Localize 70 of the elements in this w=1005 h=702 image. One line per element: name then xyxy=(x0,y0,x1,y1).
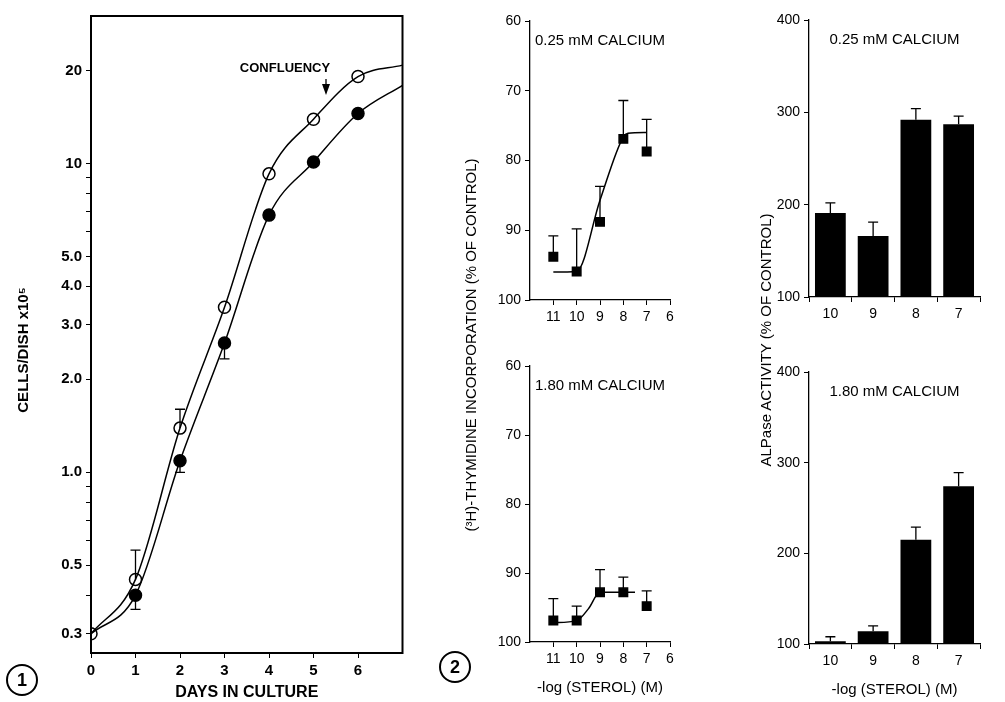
y-tick-label: 80 xyxy=(505,151,522,168)
y-tick-label: 300 xyxy=(776,103,801,120)
point xyxy=(641,146,652,157)
y-tick-label: 3.0 xyxy=(61,315,82,333)
x-tick-label: 9 xyxy=(869,652,878,669)
y-tick-label: 4.0 xyxy=(61,276,82,294)
text: 1.80 mM CALCIUM xyxy=(534,375,666,393)
x-tick-label: 10 xyxy=(822,305,839,322)
x-tick-label: 8 xyxy=(619,650,628,667)
y-tick-label: 300 xyxy=(776,453,801,470)
point xyxy=(641,601,652,612)
x-axis-title: DAYS IN CULTURE xyxy=(175,682,319,700)
y-axis-title: (³H)-THYMIDINE INCORPORATION (% OF CONTROL) xyxy=(461,158,479,532)
x-tick-label: 8 xyxy=(911,305,920,322)
y-tick-label: 20 xyxy=(65,60,82,78)
x-tick-label: 7 xyxy=(642,308,651,325)
point xyxy=(548,251,559,262)
y-tick-label: 80 xyxy=(505,494,522,511)
x-tick-label: 11 xyxy=(546,650,561,667)
y-tick-label: 90 xyxy=(505,221,522,238)
y-tick-label: 100 xyxy=(497,290,522,307)
y-axis-title: ALPase ACTIVITY (% OF CONTROL) xyxy=(756,213,774,467)
y-tick-label: 400 xyxy=(776,10,801,27)
x-tick-label: 8 xyxy=(911,652,920,669)
x-tick-label: 10 xyxy=(568,650,585,667)
annotation: CONFLUENCY xyxy=(239,59,331,75)
y-tick-label: 70 xyxy=(505,81,522,98)
y-tick-label: 200 xyxy=(776,544,801,561)
x-tick-label: 5 xyxy=(309,661,318,679)
y-tick-label: 90 xyxy=(505,563,522,580)
x-tick-label: 1 xyxy=(131,661,140,679)
y-tick-label: 60 xyxy=(505,356,522,373)
x-tick-label: 6 xyxy=(353,661,363,679)
x-tick-label: 9 xyxy=(869,305,878,322)
y-tick-label: 0.5 xyxy=(61,555,82,573)
x-tick-label: 6 xyxy=(666,308,675,325)
y-axis-title: CELLS/DISH x10⁵ xyxy=(13,287,31,413)
y-tick-label: 400 xyxy=(776,362,801,379)
x-tick-label: 0 xyxy=(86,661,96,679)
x-tick-label: 11 xyxy=(546,308,561,325)
point xyxy=(548,615,559,626)
y-tick-label: 5.0 xyxy=(61,246,82,264)
x-axis-title: -log (STEROL) (M) xyxy=(831,680,958,698)
text: 0.25 mM CALCIUM xyxy=(829,29,960,47)
y-tick-label: 200 xyxy=(776,195,801,212)
x-tick-label: 9 xyxy=(596,650,605,667)
y-tick-label: 70 xyxy=(505,425,522,442)
x-tick-label: 7 xyxy=(642,650,651,667)
point xyxy=(595,216,605,227)
y-tick-label: 2.0 xyxy=(61,369,82,387)
x-tick-label: 9 xyxy=(596,308,605,325)
y-tick-label: 100 xyxy=(776,634,801,651)
x-tick-label: 7 xyxy=(954,652,963,669)
y-tick-label: 100 xyxy=(776,287,801,304)
y-tick-label: 0.3 xyxy=(61,623,82,641)
y-tick-label: 60 xyxy=(505,11,522,28)
x-axis-title: -log (STEROL) (M) xyxy=(537,678,663,696)
y-tick-label: 100 xyxy=(497,632,522,649)
x-tick-label: 7 xyxy=(954,305,963,322)
x-tick-label: 8 xyxy=(619,308,628,325)
y-tick-label: 1.0 xyxy=(61,462,82,480)
text: 1.80 mM CALCIUM xyxy=(829,381,960,399)
x-tick-label: 10 xyxy=(568,308,585,325)
x-tick-label: 10 xyxy=(822,652,839,669)
x-tick-label: 3 xyxy=(220,661,229,679)
x-tick-label: 6 xyxy=(666,650,675,667)
text: 0.25 mM CALCIUM xyxy=(534,30,666,48)
x-tick-label: 4 xyxy=(264,661,274,679)
y-tick-label: 10 xyxy=(65,153,82,171)
x-tick-label: 2 xyxy=(175,661,185,679)
